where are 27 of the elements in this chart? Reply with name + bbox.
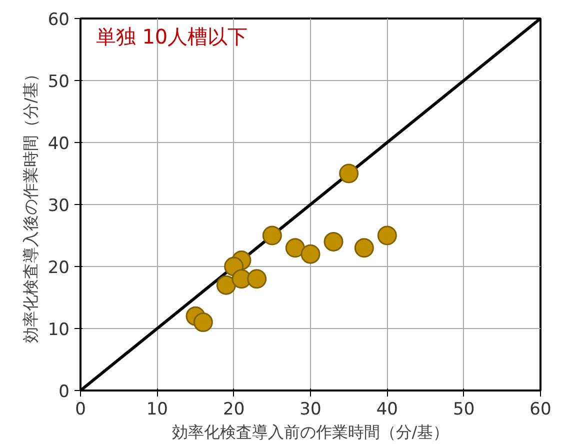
x-tick-label: 0 bbox=[75, 400, 86, 420]
y-tick-label: 20 bbox=[48, 258, 70, 278]
annotation: 単独 10人槽以下 bbox=[96, 24, 248, 49]
y-tick-label: 0 bbox=[58, 382, 70, 402]
point bbox=[354, 238, 374, 258]
point bbox=[216, 275, 236, 295]
point bbox=[285, 238, 305, 258]
y-tick-label: 10 bbox=[48, 320, 70, 340]
point bbox=[377, 226, 397, 246]
x-tick-label: 40 bbox=[376, 400, 398, 420]
x-tick-label: 50 bbox=[453, 400, 475, 420]
x-tick-label: 20 bbox=[223, 400, 245, 420]
point bbox=[324, 232, 344, 252]
y-tick-label: 30 bbox=[48, 196, 70, 216]
y-tick-label: 40 bbox=[48, 134, 70, 154]
point bbox=[193, 312, 213, 332]
x-axis-title: 効率化検査導入前の作業時間（分/基） bbox=[172, 422, 450, 442]
point bbox=[262, 226, 282, 246]
y-axis-title: 効率化検査導入後の作業時間（分/基） bbox=[20, 66, 40, 344]
y-tick-label: 50 bbox=[48, 72, 70, 92]
point bbox=[339, 164, 359, 184]
y-tick-label: 60 bbox=[48, 10, 70, 30]
x-tick-label: 30 bbox=[300, 400, 322, 420]
x-tick-label: 60 bbox=[530, 400, 552, 420]
point bbox=[247, 269, 267, 289]
point bbox=[300, 244, 320, 264]
x-tick-label: 10 bbox=[146, 400, 168, 420]
